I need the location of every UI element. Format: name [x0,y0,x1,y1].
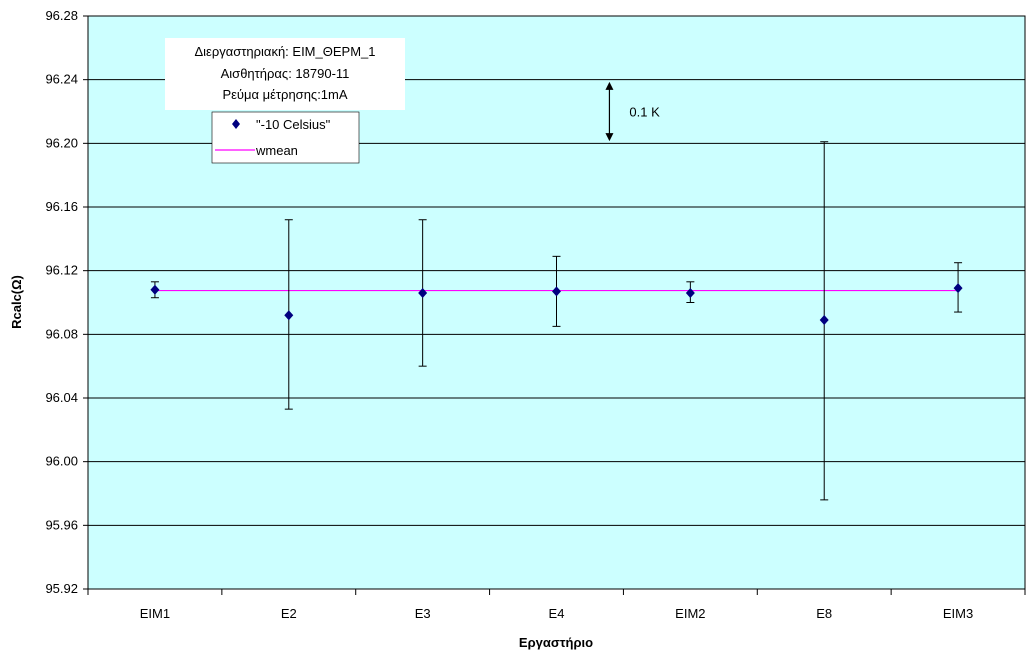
x-tick-label: E3 [415,606,431,621]
x-tick-label: EIM1 [140,606,170,621]
data-point [418,287,428,298]
legend-label-series1: "-10 Celsius" [256,117,331,132]
info-line-1: Διεργαστηριακή: EIM_ΘΕΡΜ_1 [194,44,375,59]
x-tick-label: E8 [816,606,832,621]
y-tick-label: 96.12 [45,263,78,278]
x-tick-label: EIM3 [943,606,973,621]
info-box: Διεργαστηριακή: EIM_ΘΕΡΜ_1 Αισθητήρας: 1… [165,38,405,110]
data-point [953,283,963,294]
data-point [284,310,294,321]
y-tick-label: 96.24 [45,72,78,87]
info-line-3: Ρεύμα μέτρησης:1mA [222,87,347,102]
y-axis-title: Rcalc(Ω) [9,275,24,329]
legend-label-wmean: wmean [255,143,298,158]
y-tick-label: 96.00 [45,454,78,469]
scale-annotation: 0.1 K [605,81,660,142]
annotation-label: 0.1 K [629,105,660,120]
data-point [552,286,561,297]
data-point [685,287,695,298]
legend-marker-diamond [232,119,240,129]
x-axis-title: Εργαστήριο [519,635,593,650]
y-axis-ticks: 95.92 95.96 96.00 96.04 96.08 96.12 96.16 96.20… [45,8,88,596]
x-tick-label: EIM2 [675,606,705,621]
x-axis-ticks: EIM1 E2 E3 E4 EIM2 E8 EIM3 [87,589,1026,621]
annotation-arrowhead-down [605,133,614,142]
x-tick-label: E4 [549,606,565,621]
data-point [819,315,829,326]
y-tick-label: 96.28 [45,8,78,23]
y-tick-label: 95.96 [45,517,78,532]
data-point [150,284,160,295]
legend: "-10 Celsius" wmean [211,111,360,164]
info-line-2: Αισθητήρας: 18790-11 [221,66,350,81]
y-tick-label: 96.08 [45,326,78,341]
y-tick-label: 96.04 [45,390,78,405]
annotation-arrowhead-up [605,81,614,90]
x-tick-label: E2 [281,606,297,621]
y-tick-label: 96.20 [45,135,78,150]
data-points [150,283,963,326]
y-tick-label: 96.16 [45,199,78,214]
info-box-bg [165,38,405,110]
y-tick-label: 95.92 [45,581,78,596]
